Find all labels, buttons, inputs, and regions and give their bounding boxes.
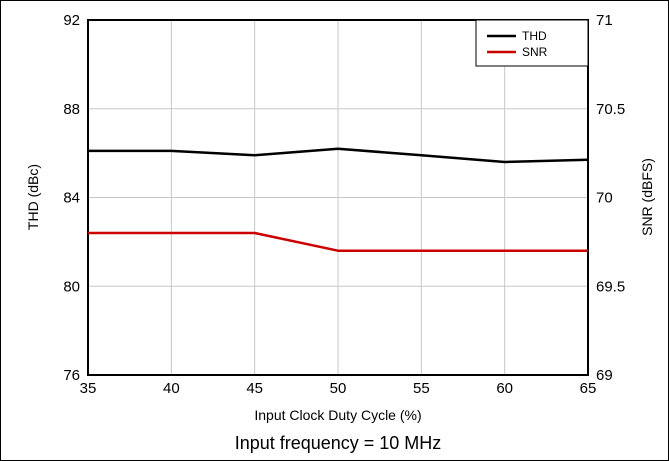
legend-label-thd: THD: [522, 29, 547, 43]
legend: THD SNR: [475, 19, 589, 67]
x-tick-label: 55: [413, 380, 430, 397]
x-tick-label: 40: [163, 380, 180, 397]
series-line-thd: [88, 147, 589, 164]
y-left-tick-label: 84: [63, 190, 80, 207]
x-tick-label: 35: [80, 380, 97, 397]
x-tick-label: 60: [496, 380, 513, 397]
y-right-tick-label: 69: [596, 367, 613, 384]
y-right-tick-label: 71: [596, 12, 613, 29]
legend-box: [475, 19, 589, 67]
y-right-tick-label: 70: [596, 190, 613, 207]
y-right-tick-label: 69.5: [596, 278, 625, 295]
x-axis-label: Input Clock Duty Cycle (%): [254, 407, 421, 423]
y-left-axis-label: THD (dBc): [25, 164, 41, 230]
y-left-tick-label: 80: [63, 278, 80, 295]
y-left-tick-label: 88: [63, 101, 80, 118]
y-right-axis-label: SNR (dBFS): [639, 158, 655, 236]
plot-area: [87, 19, 589, 376]
x-tick-label: 45: [246, 380, 263, 397]
x-tick-label: 65: [580, 380, 597, 397]
y-left-tick-label: 76: [63, 367, 80, 384]
series-line-snr: [88, 231, 588, 252]
x-tick-labels: 35 40 45 50 55 60 65: [80, 380, 597, 397]
series-layer: [88, 147, 589, 252]
chart-caption: Input frequency = 10 MHz: [235, 433, 442, 453]
y-left-tick-labels: 76 80 84 88 92: [63, 12, 80, 384]
y-right-tick-labels: 69 69.5 70 70.5 71: [596, 12, 625, 384]
y-right-tick-label: 70.5: [596, 101, 625, 118]
y-left-tick-label: 92: [63, 12, 80, 29]
legend-label-snr: SNR: [522, 45, 548, 59]
x-tick-label: 50: [330, 380, 347, 397]
grid-lines: [88, 20, 588, 375]
